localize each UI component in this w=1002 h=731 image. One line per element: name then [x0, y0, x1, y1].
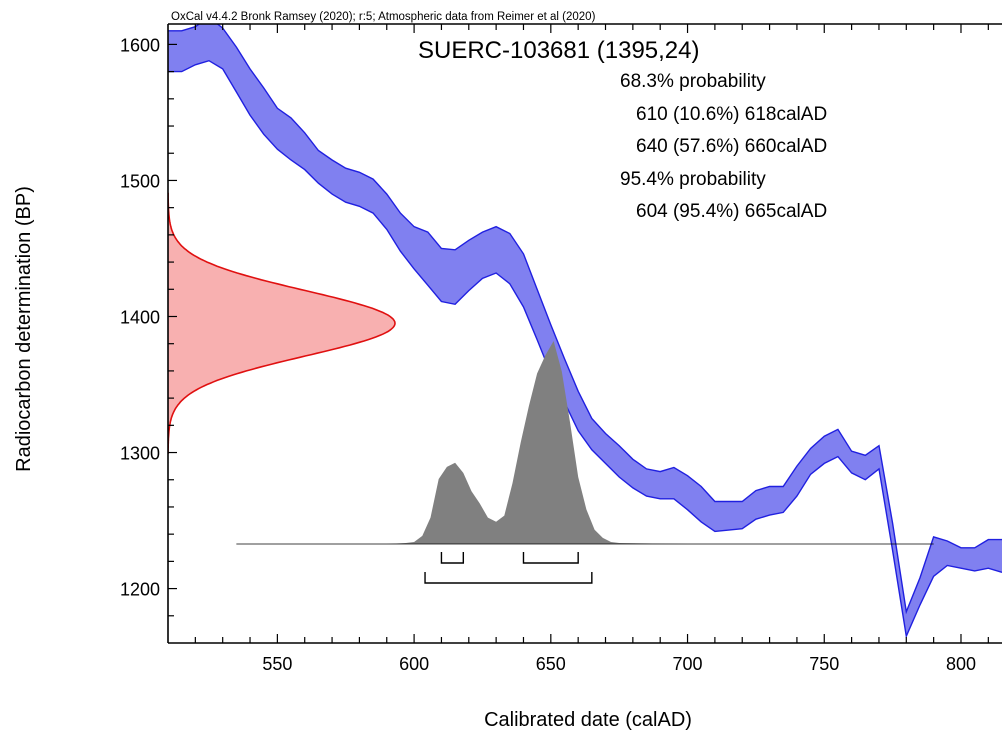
oxcal-header: OxCal v4.4.2 Bronk Ramsey (2020); r:5; A…: [171, 11, 596, 23]
calibration-curve: [168, 24, 1002, 639]
chart-title: SUERC-103681 (1395,24): [418, 37, 700, 64]
posterior-distribution: [236, 341, 934, 545]
range-text-sigma1-b: 640 (57.6%) 660calAD: [636, 136, 827, 157]
x-axis-label: Calibrated date (calAD): [484, 709, 692, 731]
probability-range-bars: [424, 552, 593, 584]
calibration-lower-line: [168, 59, 1002, 639]
x-tick-label: 800: [946, 654, 976, 674]
measurement-outline: [168, 192, 396, 454]
x-tick-label: 650: [536, 654, 566, 674]
range-text-sigma1-heading: 68.3% probability: [620, 71, 766, 92]
range-bar-sigma2-0: [424, 572, 593, 584]
y-tick-label: 1400: [120, 307, 160, 327]
x-tick-label: 550: [262, 654, 292, 674]
measurement-fill: [168, 192, 395, 454]
y-tick-label: 1300: [120, 444, 160, 464]
x-tick-label: 700: [673, 654, 703, 674]
axes: 550 600 650 700 750 800 1200 1300 1400 1500 1600: [120, 23, 1002, 674]
y-axis-label: Radiocarbon determination (BP): [13, 186, 35, 472]
x-tick-label: 600: [399, 654, 429, 674]
range-bar-sigma1-0: [440, 552, 465, 564]
calibration-band: [168, 24, 1002, 637]
y-tick-label: 1200: [120, 580, 160, 600]
y-tick-label: 1600: [120, 35, 160, 55]
measurement-distribution: [168, 192, 396, 454]
range-text-sigma2-heading: 95.4% probability: [620, 169, 766, 190]
range-bar-sigma1-1: [522, 552, 579, 564]
calibration-upper-line: [168, 24, 1002, 615]
range-text-sigma1-a: 610 (10.6%) 618calAD: [636, 104, 827, 125]
x-tick-label: 750: [809, 654, 839, 674]
y-tick-label: 1500: [120, 171, 160, 191]
range-text-block: 68.3% probability 610 (10.6%) 618calAD 6…: [620, 71, 827, 222]
range-text-sigma2-a: 604 (95.4%) 665calAD: [636, 201, 827, 222]
